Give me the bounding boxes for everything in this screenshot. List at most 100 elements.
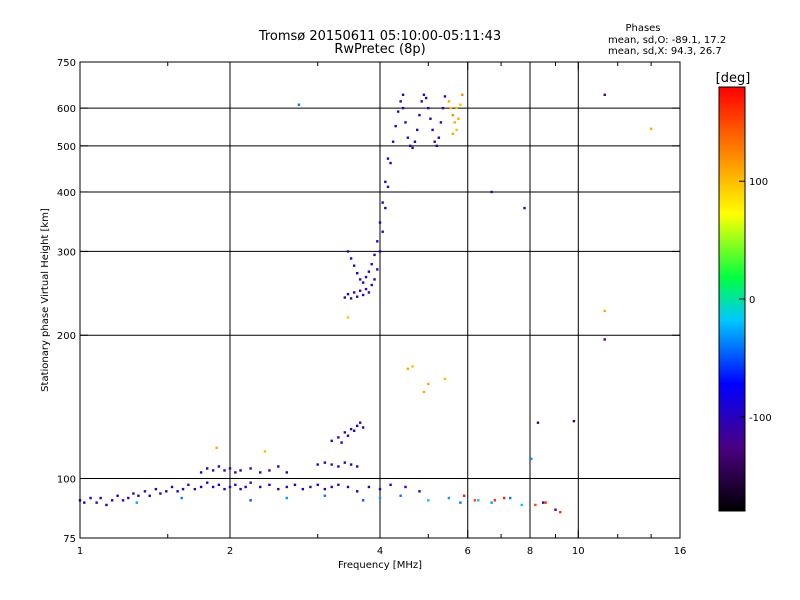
- data-point: [355, 295, 359, 298]
- data-point: [259, 471, 262, 474]
- data-point: [323, 487, 327, 491]
- data-point: [297, 103, 301, 106]
- data-point: [346, 316, 350, 319]
- data-point: [199, 471, 203, 474]
- data-point: [293, 483, 297, 487]
- data-point: [263, 450, 267, 453]
- y-tick-label: 200: [57, 331, 76, 342]
- colorbar-tick-label: -100: [749, 413, 772, 424]
- data-point: [349, 427, 353, 431]
- data-point: [415, 128, 419, 132]
- data-point: [373, 253, 376, 257]
- data-point: [457, 117, 460, 120]
- data-point: [427, 382, 430, 386]
- data-point: [404, 121, 407, 124]
- data-point: [259, 485, 262, 489]
- data-point: [455, 106, 458, 110]
- data-point: [349, 257, 353, 260]
- data-point: [285, 471, 288, 474]
- data-point: [367, 485, 371, 489]
- data-point: [154, 487, 158, 491]
- data-point: [239, 469, 242, 472]
- data-point: [105, 503, 108, 507]
- x-tick-label: 8: [527, 546, 533, 557]
- data-point: [355, 272, 359, 275]
- data-point: [228, 467, 232, 470]
- data-point: [205, 481, 209, 484]
- grid-lines: [80, 62, 680, 538]
- data-point: [349, 463, 353, 466]
- data-point: [391, 140, 395, 143]
- x-tick-label: 16: [674, 546, 687, 557]
- data-point: [89, 496, 92, 500]
- data-point: [223, 469, 226, 472]
- data-point: [352, 264, 356, 267]
- data-point: [381, 230, 384, 233]
- data-point: [603, 309, 606, 313]
- data-point: [399, 494, 402, 497]
- data-point: [406, 136, 410, 139]
- data-point: [330, 463, 333, 466]
- data-point: [399, 100, 402, 103]
- data-point: [559, 510, 562, 514]
- data-point: [132, 492, 135, 495]
- data-point: [352, 291, 356, 294]
- data-point: [309, 485, 312, 489]
- data-point: [520, 503, 523, 507]
- data-point: [530, 457, 533, 461]
- data-point: [340, 441, 343, 444]
- data-point: [394, 124, 397, 128]
- x-tick-label: 10: [572, 546, 585, 557]
- data-point: [316, 483, 319, 487]
- data-point: [343, 461, 347, 464]
- data-point: [337, 483, 340, 487]
- data-point: [418, 113, 421, 117]
- data-point: [127, 496, 130, 500]
- data-point: [447, 496, 451, 500]
- axis-ticks: 1 2 4 6 8 10 16 75 100 200 300 400 500 600 750: [57, 58, 686, 557]
- data-point: [346, 485, 350, 489]
- data-point: [211, 485, 215, 489]
- data-point: [453, 121, 456, 124]
- data-point: [268, 469, 271, 472]
- data-point: [541, 501, 545, 504]
- data-point: [159, 492, 162, 495]
- data-point: [137, 494, 140, 497]
- data-point: [205, 467, 209, 470]
- data-point: [459, 103, 462, 106]
- data-point: [378, 487, 382, 491]
- data-point: [401, 106, 405, 110]
- data-point: [384, 180, 387, 184]
- data-point: [411, 365, 414, 368]
- data-point: [249, 499, 252, 502]
- data-point: [323, 461, 327, 464]
- colorbar-ticks: 100 0 -100: [739, 177, 772, 424]
- data-point: [337, 465, 340, 468]
- data-point: [361, 293, 365, 297]
- data-point: [386, 185, 390, 189]
- data-point: [378, 496, 382, 500]
- data-point: [413, 140, 417, 143]
- data-point: [176, 490, 179, 493]
- data-point: [211, 469, 215, 472]
- data-point: [384, 206, 387, 210]
- data-point: [544, 501, 547, 504]
- data-point: [439, 121, 443, 124]
- data-point: [343, 431, 347, 434]
- data-point: [433, 140, 436, 143]
- data-point: [346, 434, 350, 437]
- data-point: [451, 113, 455, 117]
- data-point: [422, 390, 426, 394]
- data-point: [493, 499, 497, 502]
- data-point: [389, 161, 392, 165]
- data-point: [361, 426, 365, 429]
- data-point: [477, 499, 480, 502]
- data-point: [435, 144, 438, 148]
- data-point: [215, 446, 218, 450]
- chart-subtitle: RwPretec (8p): [334, 42, 425, 57]
- data-point: [378, 221, 382, 224]
- data-point: [462, 494, 466, 497]
- data-point: [373, 278, 376, 281]
- data-point: [411, 146, 414, 150]
- data-point: [349, 297, 353, 300]
